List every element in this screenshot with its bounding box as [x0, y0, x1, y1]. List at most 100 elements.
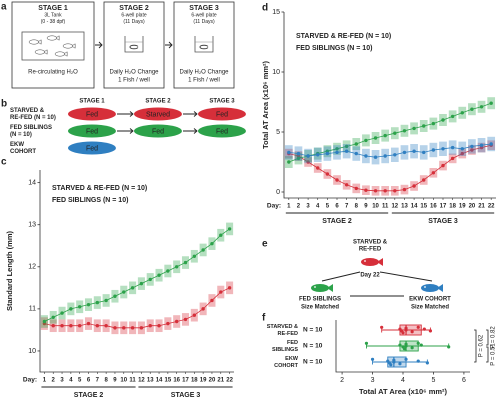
x-tick-label: 6	[335, 204, 339, 210]
mean-point	[166, 321, 170, 326]
x-tick-label: 6	[462, 377, 466, 384]
mean-point	[431, 171, 436, 175]
mean-point	[335, 147, 339, 151]
mean-point	[441, 118, 445, 122]
x-tick-label: 3	[306, 204, 310, 210]
mean-point	[335, 150, 339, 155]
mean-point	[393, 189, 397, 193]
group-note: Size Matched	[411, 305, 449, 311]
y-tick-label: 10	[272, 69, 280, 76]
x-tick-label: 2	[52, 378, 56, 384]
x-tick-label: 8	[355, 204, 359, 210]
data-point	[402, 347, 407, 351]
tank	[21, 31, 85, 61]
diet-label: Fed	[86, 145, 98, 152]
mean-line	[288, 143, 492, 158]
mean-line	[44, 287, 230, 329]
data-point	[389, 363, 393, 367]
data-point	[380, 325, 384, 329]
fish-tail	[137, 45, 140, 49]
mean-line	[44, 228, 230, 322]
x-tick-label: 5	[432, 377, 436, 384]
mean-point	[130, 286, 135, 290]
stage-frame	[103, 1, 165, 89]
x-tick-label: 5	[326, 204, 330, 210]
mean-point	[344, 183, 349, 187]
mean-point	[412, 126, 416, 131]
x-tick-label: 19	[459, 204, 466, 210]
x-tick-label: 4	[316, 204, 320, 210]
x-tick-label: 15	[165, 378, 172, 384]
stage-caption: Daily H₂O Change	[179, 70, 229, 76]
y-tick-label: 10	[28, 348, 36, 355]
mean-point	[201, 248, 205, 252]
mean-point	[364, 188, 368, 192]
y-axis-label: Total AT Area (x10⁶ mm²)	[261, 60, 270, 149]
mean-point	[470, 144, 474, 149]
mean-point	[393, 153, 397, 157]
x-tick-label: 3	[60, 378, 64, 384]
mean-point	[60, 324, 64, 328]
stage-label: STAGE 3	[428, 218, 458, 225]
x-tick-label: 22	[226, 378, 233, 384]
data-point	[398, 362, 402, 366]
n-label: N = 10	[303, 327, 323, 334]
stage-title: STAGE 3	[189, 5, 219, 12]
mean-point	[51, 315, 55, 319]
mean-point	[373, 155, 378, 159]
fish-tail	[207, 45, 210, 49]
significance-bracket	[474, 329, 477, 363]
mean-point	[174, 265, 179, 269]
mean-point	[148, 324, 152, 328]
group-label: COHORT	[10, 149, 36, 155]
data-point	[416, 359, 420, 363]
fish-eye	[36, 50, 38, 52]
fish-tail	[55, 35, 60, 41]
x-tick-label: 5	[78, 378, 82, 384]
group-label: (N = 10)	[10, 132, 32, 138]
mean-point	[210, 298, 214, 303]
mean-point	[441, 163, 445, 168]
legend-entry: STARVED & RE-FED (N = 10)	[52, 185, 147, 192]
category-label: STARVED &	[267, 324, 298, 330]
p-value: P = 0.62	[479, 334, 485, 357]
connector	[321, 271, 433, 297]
mean-point	[42, 319, 47, 324]
fish-eye	[314, 286, 316, 288]
fish-body	[361, 258, 379, 266]
x-tick-label: 3	[371, 377, 375, 384]
group-label: EKW COHORT	[409, 297, 451, 303]
x-tick-label: 2	[297, 204, 301, 210]
x-tick-label: 1	[43, 378, 47, 384]
diet-label: Fed	[216, 111, 228, 118]
panel-letter: b	[1, 99, 7, 110]
x-tick-label: 17	[440, 204, 447, 210]
y-tick-label: 13	[28, 222, 36, 229]
well	[194, 36, 214, 53]
stage-caption: Re-circulating H₂O	[28, 70, 78, 76]
mean-point	[166, 269, 170, 273]
mean-point	[402, 150, 407, 155]
data-point	[398, 343, 402, 347]
x-tick-label: 20	[469, 204, 476, 210]
mean-point	[354, 186, 358, 191]
fish-tail	[63, 51, 68, 57]
mean-point	[139, 326, 144, 330]
mean-point	[383, 189, 387, 193]
mean-point	[219, 233, 223, 237]
mean-point	[325, 149, 330, 153]
mean-point	[373, 136, 378, 140]
stage-caption: 1 Fish / well	[188, 78, 220, 84]
mean-point	[287, 150, 291, 155]
legend-entry: FED SIBLINGS (N = 10)	[296, 45, 372, 52]
axis-line	[335, 320, 470, 373]
data-point	[404, 344, 408, 348]
mean-point	[157, 324, 161, 328]
group-note: Day 22	[360, 273, 380, 279]
data-point	[401, 331, 405, 335]
data-point	[370, 357, 375, 361]
mean-point	[335, 178, 339, 182]
mean-point	[86, 302, 91, 307]
mean-point	[287, 160, 291, 164]
